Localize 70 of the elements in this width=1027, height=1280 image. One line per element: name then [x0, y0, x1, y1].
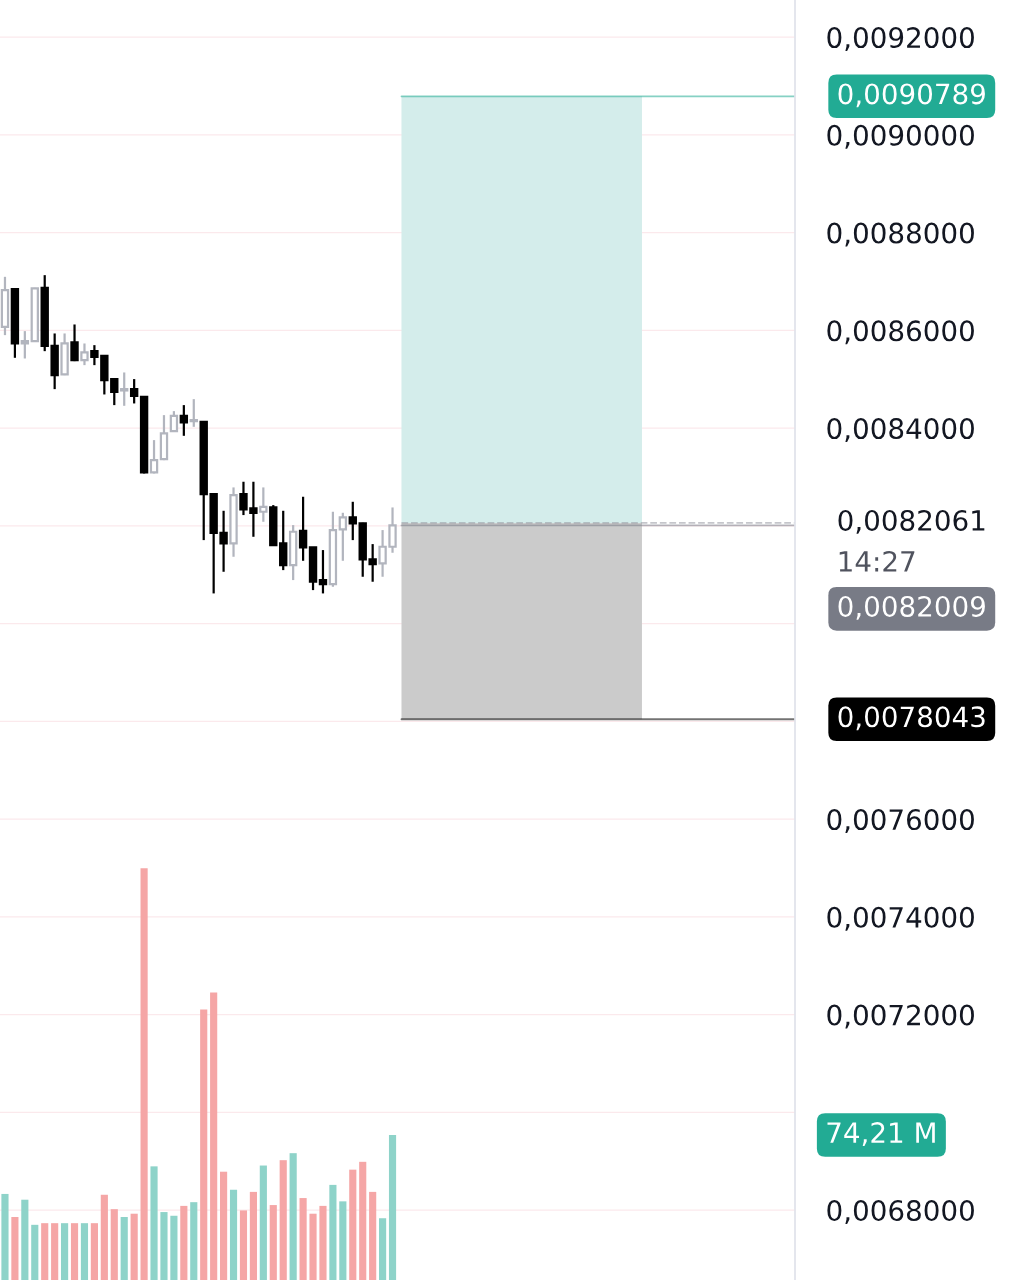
bar [299, 1198, 307, 1280]
bar [11, 1217, 19, 1280]
bar [120, 1217, 128, 1280]
text: 14:27 [839, 550, 915, 572]
bar [110, 1209, 118, 1280]
bar [249, 1191, 257, 1280]
bar [190, 1202, 198, 1280]
y-tick-label: 0,0086000 [827, 320, 974, 345]
bar [309, 1213, 317, 1280]
candlestick [338, 511, 348, 562]
candlestick [20, 330, 30, 360]
ref-line-label: 0,0082061 [838, 509, 985, 534]
bar [279, 1160, 287, 1280]
y-tick-label: 0,0076000 [827, 809, 974, 833]
candlestick [120, 371, 129, 407]
bar [51, 1223, 59, 1280]
bar [239, 1210, 248, 1280]
bar [180, 1205, 188, 1280]
bar [140, 868, 148, 1280]
bar [100, 1194, 108, 1280]
bar [61, 1223, 69, 1280]
bar [269, 1205, 277, 1280]
bar [329, 1184, 337, 1280]
bar [388, 1135, 397, 1280]
bar [359, 1161, 367, 1280]
candlestick [279, 509, 288, 572]
candlestick [70, 323, 79, 363]
candlestick [179, 404, 189, 437]
y-tick-label: 0,0088000 [827, 222, 974, 247]
bar [319, 1205, 327, 1280]
candlestick [318, 548, 328, 595]
bar [150, 1166, 158, 1280]
y-tick-label: 0,0068000 [827, 1200, 974, 1224]
bar [130, 1213, 138, 1280]
y-tick-label: 0,0084000 [827, 418, 974, 442]
y-tick-label: 0,0072000 [827, 1004, 974, 1029]
bar [349, 1169, 357, 1280]
candlestick [189, 398, 198, 428]
bar [170, 1215, 178, 1280]
ref-line-label: 0,0090789 [838, 83, 985, 108]
bar [160, 1212, 168, 1280]
candlestick [80, 342, 89, 367]
y-tick-label: 0,0090000 [827, 124, 974, 149]
candlestick [149, 439, 159, 475]
bar [220, 1171, 228, 1280]
bar [339, 1201, 347, 1280]
y-tick-label: 0,0074000 [827, 906, 974, 931]
bar [200, 1009, 208, 1280]
text: 74,21 M [827, 1122, 935, 1146]
candlestick [169, 410, 179, 433]
bar [21, 1199, 29, 1280]
bar [90, 1223, 98, 1280]
candlestick [259, 486, 268, 523]
bar [229, 1189, 238, 1280]
bar [210, 992, 218, 1280]
candlestick [298, 495, 308, 562]
bar [80, 1223, 89, 1280]
bar [369, 1191, 377, 1280]
y-tick-label: 0,0092000 [827, 27, 974, 51]
bar [41, 1223, 49, 1280]
bar [289, 1153, 297, 1280]
candlestick [129, 378, 139, 405]
bar [379, 1218, 387, 1280]
bar [70, 1223, 79, 1280]
bar [31, 1224, 39, 1280]
ref-line-label: 0,0078043 [838, 706, 985, 731]
bar [259, 1165, 267, 1280]
ref-line-label: 0,0082009 [838, 595, 985, 620]
candlestick [348, 500, 357, 542]
bar [1, 1193, 9, 1280]
